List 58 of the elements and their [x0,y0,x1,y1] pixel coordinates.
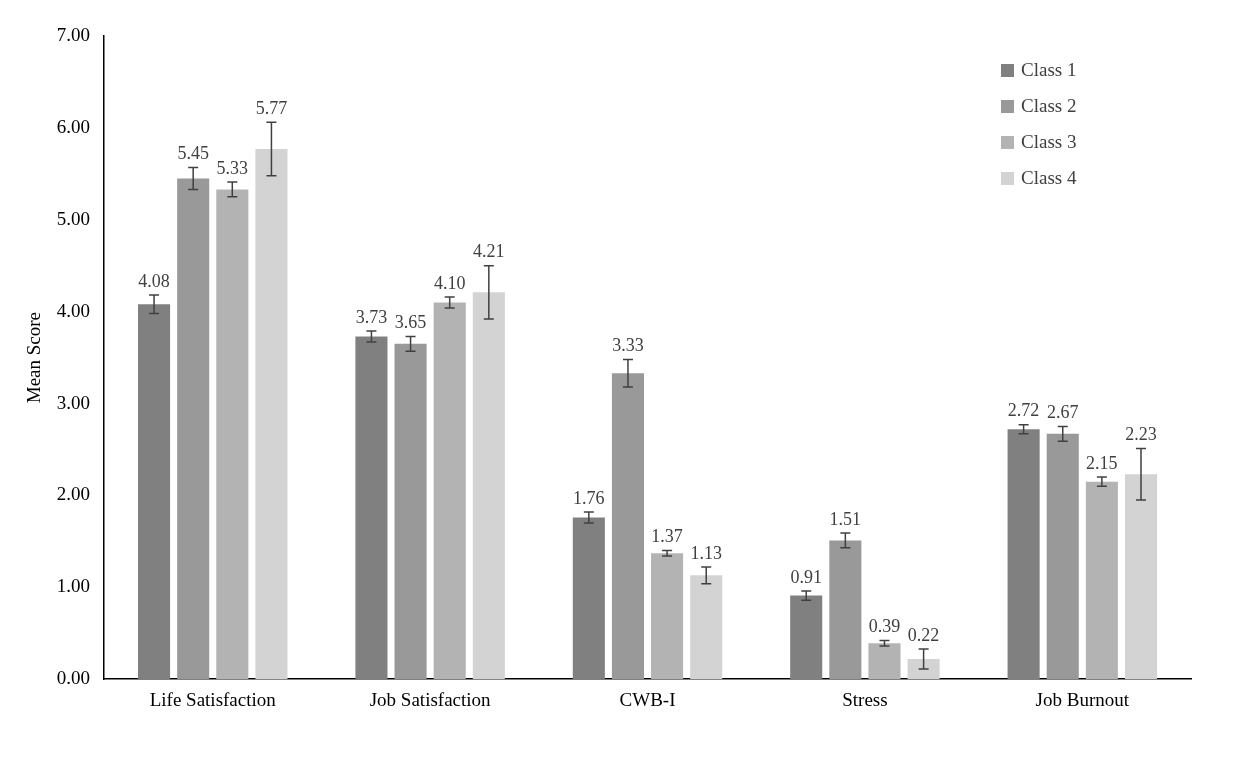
bar [907,658,940,680]
legend-label: Class 1 [1021,59,1077,81]
data-label: 5.33 [216,157,249,178]
x-tick-label: CWB-I [619,688,676,710]
y-tick-label: 1.00 [56,575,91,597]
data-label: 2.23 [1125,424,1157,445]
bar [690,575,723,680]
data-label: 3.73 [355,306,388,327]
bar [1124,474,1158,680]
data-label: 3.33 [612,335,644,356]
legend-label: Class 4 [1021,167,1077,189]
y-tick-label: 5.00 [56,207,91,229]
x-tick-label: Job Satisfaction [369,688,492,710]
data-label: 1.51 [829,508,862,529]
bar [255,149,288,680]
bar [138,304,171,680]
bar [1085,481,1118,680]
bar [790,595,823,680]
data-label: 3.65 [394,312,427,333]
data-label: 0.91 [790,566,822,587]
y-tick-label: 4.00 [56,299,91,321]
data-label: 1.13 [690,542,722,563]
bar [651,553,684,680]
data-label: 0.22 [907,624,940,645]
y-tick-label: 3.00 [56,391,91,413]
y-tick-label: 6.00 [56,115,91,137]
data-label: 5.45 [177,143,209,164]
bar [355,336,388,680]
x-tick-label: Job Burnout [1035,688,1130,710]
y-tick-label: 2.00 [56,483,91,505]
data-label: 2.15 [1086,452,1118,473]
x-tick-label: Stress [842,688,888,710]
legend-label: Class 2 [1021,95,1077,117]
data-label: 2.72 [1007,400,1040,421]
bar [572,517,605,680]
bar [177,178,210,680]
legend-label: Class 3 [1021,131,1077,153]
bar [1046,433,1079,680]
bar [394,343,427,680]
x-tick-label: Life Satisfaction [149,688,277,710]
bar [472,292,505,680]
y-axis-title: Mean Score [23,311,45,404]
data-label: 1.76 [573,487,605,508]
data-label: 4.10 [433,272,466,293]
bar [216,189,249,680]
data-label: 5.77 [255,98,288,119]
y-tick-label: 7.00 [56,23,91,45]
bar [868,643,901,680]
data-label: 1.37 [651,526,683,547]
bar [433,302,466,680]
data-label: 4.21 [473,241,505,262]
bar [829,540,862,680]
bar [1007,429,1040,680]
data-label: 2.67 [1046,402,1079,423]
data-label: 0.39 [868,616,901,637]
y-tick-label: 0.00 [56,667,91,689]
data-label: 4.08 [138,270,170,291]
bar [611,373,644,680]
